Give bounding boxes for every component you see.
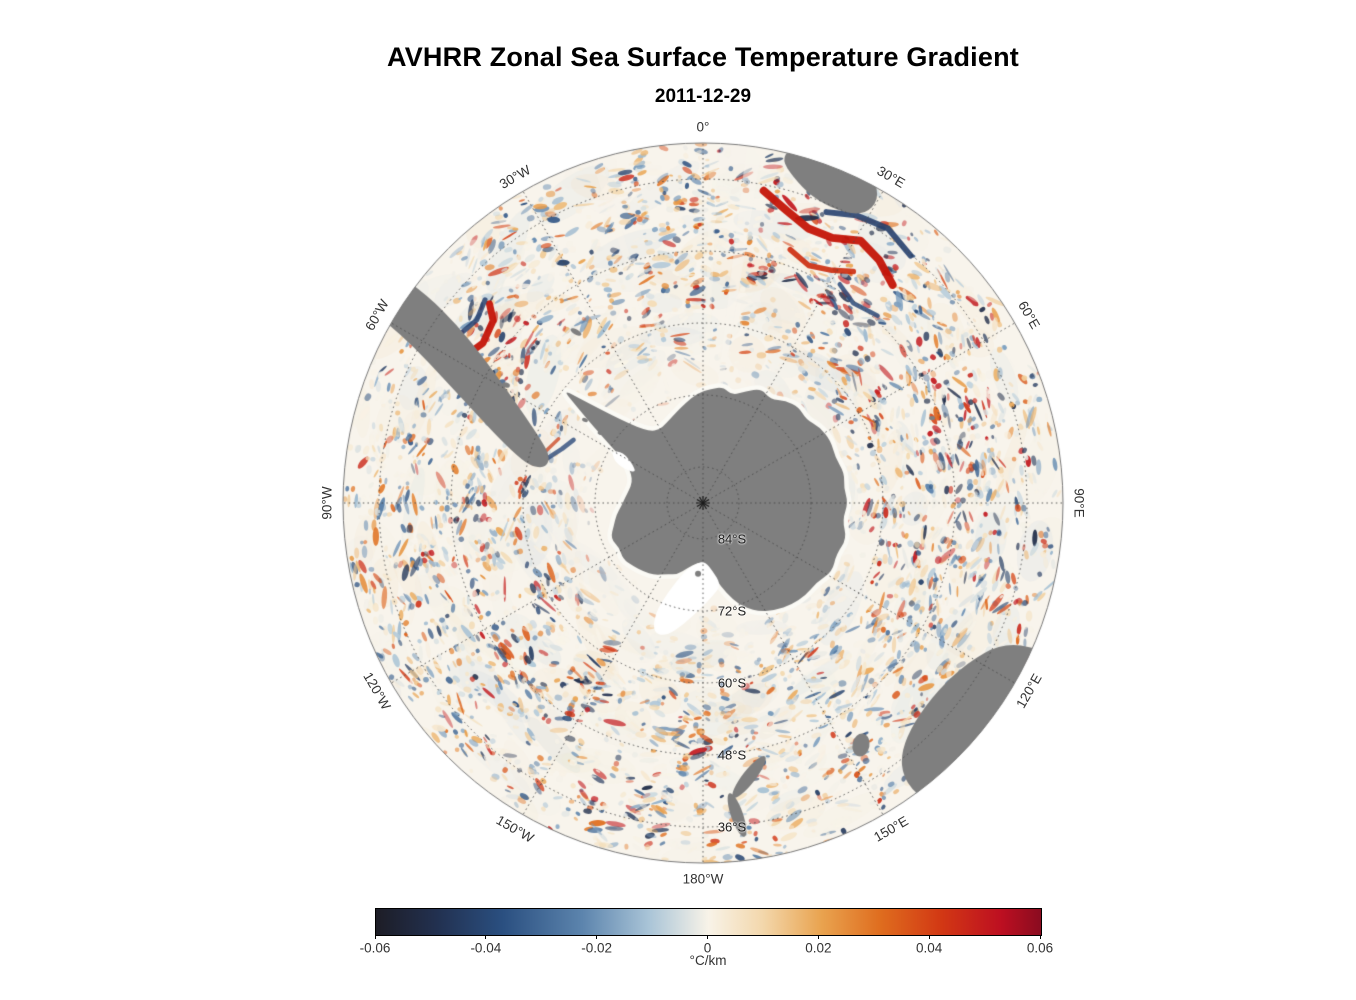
colorbar-tick bbox=[596, 935, 598, 939]
colorbar-tick-label: 0 bbox=[703, 940, 712, 956]
colorbar-tick-label: -0.04 bbox=[470, 940, 502, 956]
colorbar-tick-label: 0.04 bbox=[916, 940, 943, 956]
south-polar-map bbox=[323, 123, 1083, 883]
meridian-label-90: 90°E bbox=[1071, 488, 1087, 518]
meridian-label-180: 180°W bbox=[682, 871, 724, 887]
colorbar-tick bbox=[817, 935, 819, 939]
meridian-label-0: 0° bbox=[696, 119, 710, 135]
colorbar-tick bbox=[1039, 935, 1041, 939]
latitude-label-72s: 72°S bbox=[717, 603, 747, 619]
colorbar-tick bbox=[485, 935, 487, 939]
meridian-label-270: 90°W bbox=[319, 486, 335, 520]
latitude-label-48s: 48°S bbox=[717, 747, 747, 763]
chart-date-subtitle: 2011-12-29 bbox=[654, 86, 752, 107]
colorbar-tick-label: 0.02 bbox=[805, 940, 832, 956]
colorbar-unit-label: °C/km bbox=[689, 953, 727, 968]
latitude-label-84s: 84°S bbox=[717, 531, 747, 547]
colorbar-tick-label: 0.06 bbox=[1026, 940, 1054, 956]
latitude-label-36s: 36°S bbox=[717, 819, 747, 835]
colorbar-tick bbox=[707, 935, 708, 939]
colorbar-tick-label: -0.02 bbox=[581, 940, 613, 956]
colorbar-tick-label: -0.06 bbox=[359, 940, 391, 956]
colorbar-tick bbox=[374, 935, 376, 939]
chart-title: AVHRR Zonal Sea Surface Temperature Grad… bbox=[387, 42, 1019, 72]
latitude-label-60s: 60°S bbox=[717, 675, 747, 691]
colorbar-gradient bbox=[375, 908, 1042, 936]
colorbar-tick bbox=[928, 935, 930, 939]
